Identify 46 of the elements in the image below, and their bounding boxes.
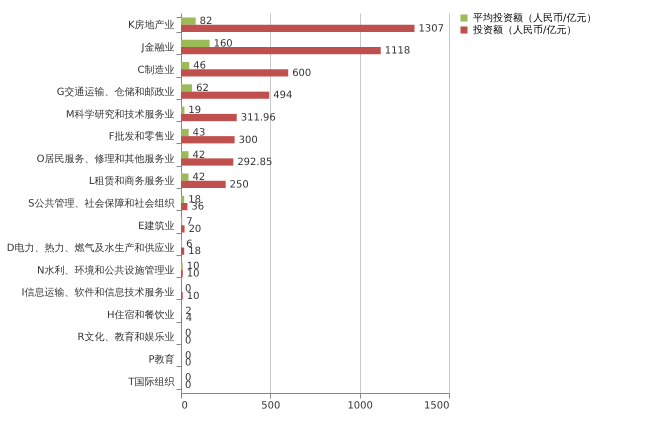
y-tick-label: E建筑业	[138, 220, 174, 232]
y-tick-label: I信息运输、软件和信息技术服务业	[22, 286, 174, 299]
y-tick-label: F批发和零售业	[108, 130, 174, 143]
data-label: 46	[193, 60, 206, 72]
data-label: 10	[186, 290, 200, 302]
legend-label: 平均投资额（人民币/亿元）	[473, 12, 596, 24]
data-label: 0	[185, 380, 192, 391]
y-tick-label: N水利、环境和公共设施管理业	[37, 264, 174, 276]
y-tick-label: C制造业	[138, 64, 174, 76]
data-label: 43	[192, 128, 206, 139]
x-tick-label: 1000	[347, 400, 373, 412]
data-label: 20	[188, 224, 202, 235]
legend-label: 投资额（人民币/亿元）	[472, 24, 576, 36]
y-tick-label: O居民服务、修理和其他服务业	[36, 152, 174, 165]
y-tick-label: M科学研究和技术服务业	[66, 108, 174, 120]
data-label: 292.85	[237, 157, 272, 168]
y-tick-label: D电力、热力、燃气及水生产和供应业	[6, 242, 174, 254]
data-label: 0	[185, 335, 192, 346]
y-tick-label: L租赁和商务服务业	[88, 175, 174, 188]
data-label: 1307	[418, 23, 444, 34]
data-label: 62	[196, 82, 209, 94]
data-label: 18	[188, 246, 201, 258]
y-tick-label: J金融业	[140, 41, 174, 54]
x-tick-label: 1500	[424, 400, 450, 412]
data-label: 82	[200, 16, 212, 28]
y-tick-label: S公共管理、社会保障和社会组织	[28, 198, 174, 210]
y-tick-label: P教育	[148, 354, 174, 366]
y-tick-label: T国际组织	[127, 376, 174, 388]
y-tick-label: K房地产业	[128, 19, 174, 32]
data-label: 300	[238, 134, 258, 146]
data-label: 311.96	[240, 112, 276, 124]
y-tick-label: R文化、教育和娱乐业	[78, 331, 174, 344]
data-label: 494	[273, 90, 292, 102]
x-tick-label: 500	[261, 400, 280, 412]
data-label: 4	[186, 313, 192, 324]
x-tick-label: 0	[182, 400, 188, 412]
data-label: 42	[192, 150, 206, 161]
data-label: 0	[185, 358, 192, 369]
data-label: 160	[214, 38, 233, 50]
y-tick-label: G交通运输、仓储和邮政业	[56, 86, 174, 98]
data-label: 600	[292, 68, 312, 79]
data-label: 19	[188, 105, 202, 116]
data-label: 1118	[384, 46, 410, 57]
y-tick-label: H住宿和餐饮业	[106, 308, 174, 321]
data-label: 250	[230, 179, 249, 190]
data-label: 42	[192, 172, 206, 184]
